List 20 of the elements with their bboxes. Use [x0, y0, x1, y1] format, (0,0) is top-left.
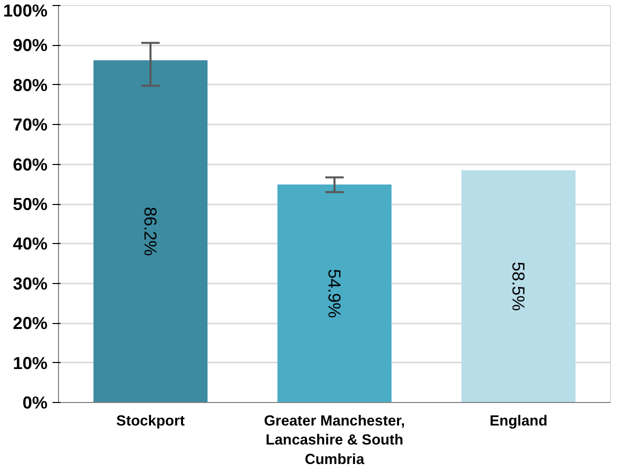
bar — [93, 60, 208, 402]
y-tick-label: 70% — [12, 114, 48, 135]
x-tick-label: Greater Manchester, Lancashire & South Cumbria — [264, 414, 405, 468]
x-tick-label: England — [490, 414, 548, 430]
y-tick-label: 0% — [22, 392, 48, 412]
y-tick-label: 50% — [12, 194, 48, 214]
y-tick-label: 40% — [12, 234, 48, 254]
y-tick-label: 20% — [12, 313, 48, 334]
bar — [277, 184, 392, 402]
data-label: 54.9% — [324, 268, 344, 318]
y-tick-label: 90% — [12, 35, 48, 56]
y-tick-label: 100% — [3, 0, 48, 20]
data-label: 58.5% — [508, 262, 528, 311]
y-tick-label: 60% — [12, 154, 48, 174]
y-tick-label: 80% — [12, 74, 48, 95]
y-tick-label: 10% — [12, 352, 48, 373]
bar — [461, 170, 576, 402]
data-label: 86.2% — [140, 206, 160, 256]
x-tick-label: Stockport — [116, 414, 185, 430]
y-tick-label: 30% — [12, 273, 48, 294]
